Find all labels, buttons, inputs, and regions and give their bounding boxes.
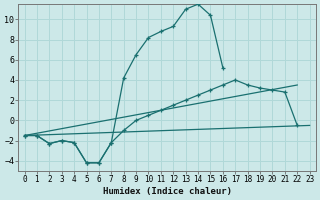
- X-axis label: Humidex (Indice chaleur): Humidex (Indice chaleur): [103, 187, 232, 196]
